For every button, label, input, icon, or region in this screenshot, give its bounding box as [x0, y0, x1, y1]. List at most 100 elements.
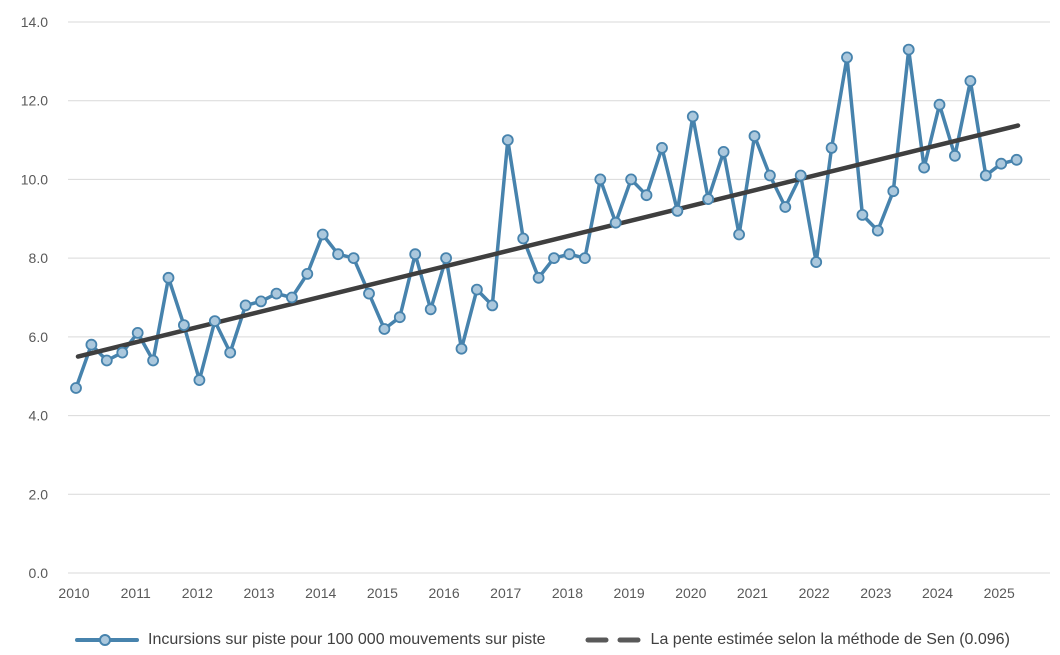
data-point-marker [239, 299, 252, 312]
data-point-marker [764, 169, 776, 182]
data-point-marker [162, 271, 175, 284]
x-tick-label: 2016 [429, 585, 460, 601]
data-point-marker [949, 149, 961, 162]
x-tick-label: 2011 [121, 585, 151, 601]
data-point-marker [347, 252, 360, 265]
y-tick-label: 6.0 [29, 329, 49, 345]
data-point-marker [193, 374, 206, 387]
series-line-sample-icon [75, 634, 139, 646]
data-point-marker [810, 256, 823, 269]
incursions-series-line [74, 47, 1019, 390]
y-tick-label: 8.0 [29, 250, 49, 266]
data-point-marker [825, 141, 838, 154]
data-point-marker [964, 75, 977, 87]
data-point-marker [686, 110, 699, 123]
data-point-marker [85, 338, 98, 351]
data-point-marker [902, 43, 915, 56]
data-point-marker [285, 291, 298, 304]
x-tick-label: 2017 [490, 585, 521, 601]
data-point-marker [177, 319, 190, 332]
data-point-marker [270, 287, 283, 300]
series-path [74, 47, 1019, 390]
data-point-marker [409, 248, 422, 261]
data-point-marker [316, 228, 329, 241]
data-point-marker [332, 248, 345, 261]
data-point-marker [255, 295, 267, 308]
line-chart-canvas: 0.0 2.0 4.0 6.0 8.0 10.0 12.0 14.0 2010 2011 2012… [21, 14, 1050, 601]
y-tick-label: 0.0 [29, 565, 49, 581]
y-tick-label: 4.0 [29, 408, 49, 424]
data-point-marker [794, 169, 807, 182]
x-tick-label: 2021 [737, 585, 768, 601]
data-point-marker [594, 173, 607, 186]
data-point-marker [871, 224, 884, 237]
data-point-marker [717, 145, 730, 158]
y-tick-label: 12.0 [21, 93, 48, 109]
y-tick-label: 10.0 [21, 171, 48, 187]
data-point-marker [208, 315, 221, 328]
data-point-marker [887, 185, 900, 198]
data-point-marker [70, 382, 82, 394]
chart-legend: Incursions sur piste pour 100 000 mouvem… [0, 631, 1060, 649]
data-point-marker [486, 299, 499, 312]
x-tick-label: 2015 [367, 585, 398, 601]
x-tick-label: 2020 [675, 585, 706, 601]
x-axis-tick-labels: 2010 2011 2012 2013 2014 2015 2016 2017 2018 2019… [58, 585, 1015, 601]
data-point-marker [579, 252, 591, 265]
legend-label-incursions: Incursions sur piste pour 100 000 mouvem… [148, 631, 546, 648]
x-tick-label: 2018 [552, 585, 583, 601]
data-point-marker [393, 311, 406, 324]
x-tick-label: 2022 [799, 585, 830, 601]
data-point-marker [548, 252, 560, 265]
data-point-marker [563, 248, 576, 261]
data-point-marker [625, 173, 637, 186]
data-point-marker [455, 342, 468, 355]
data-point-marker [748, 130, 761, 143]
data-point-marker [100, 354, 113, 367]
x-tick-label: 2025 [984, 585, 1015, 601]
trend-path [75, 123, 1021, 359]
data-point-marker [116, 346, 129, 359]
data-point-marker [1010, 153, 1023, 166]
data-point-marker [995, 157, 1008, 170]
sen-trend-line [75, 123, 1021, 359]
data-point-marker [979, 169, 992, 182]
data-point-marker [532, 271, 545, 284]
data-point-marker [779, 201, 792, 213]
x-tick-label: 2023 [860, 585, 891, 601]
data-point-marker [424, 303, 437, 316]
data-point-marker [363, 287, 375, 300]
data-point-marker [671, 204, 684, 217]
data-point-marker [301, 267, 314, 280]
incursions-series-markers [70, 43, 1023, 394]
data-point-marker [131, 326, 144, 339]
data-point-marker [733, 228, 745, 241]
data-point-marker [440, 252, 453, 265]
legend-item-trend: La pente estimée selon la méthode de Sen… [584, 631, 1010, 649]
data-point-marker [640, 189, 653, 202]
y-tick-label: 2.0 [29, 486, 49, 502]
data-point-marker [517, 232, 530, 245]
data-point-marker [147, 354, 160, 367]
x-tick-label: 2012 [182, 585, 213, 601]
y-tick-label: 14.0 [21, 14, 48, 30]
x-tick-label: 2024 [922, 585, 953, 601]
data-point-marker [933, 98, 946, 111]
data-point-marker [918, 161, 930, 174]
x-tick-label: 2013 [243, 585, 274, 601]
data-point-marker [224, 346, 237, 359]
legend-item-incursions: Incursions sur piste pour 100 000 mouvem… [75, 631, 546, 649]
data-point-marker [609, 216, 622, 229]
data-point-marker [501, 134, 514, 147]
data-point-marker [378, 323, 391, 335]
trend-line-sample-icon [585, 637, 641, 643]
data-point-marker [702, 193, 715, 206]
data-point-marker [470, 283, 483, 296]
x-tick-label: 2010 [58, 585, 89, 601]
data-point-marker [856, 208, 869, 221]
x-tick-label: 2019 [614, 585, 645, 601]
x-tick-label: 2014 [305, 585, 336, 601]
data-point-marker [841, 51, 853, 64]
data-point-marker [656, 141, 668, 154]
